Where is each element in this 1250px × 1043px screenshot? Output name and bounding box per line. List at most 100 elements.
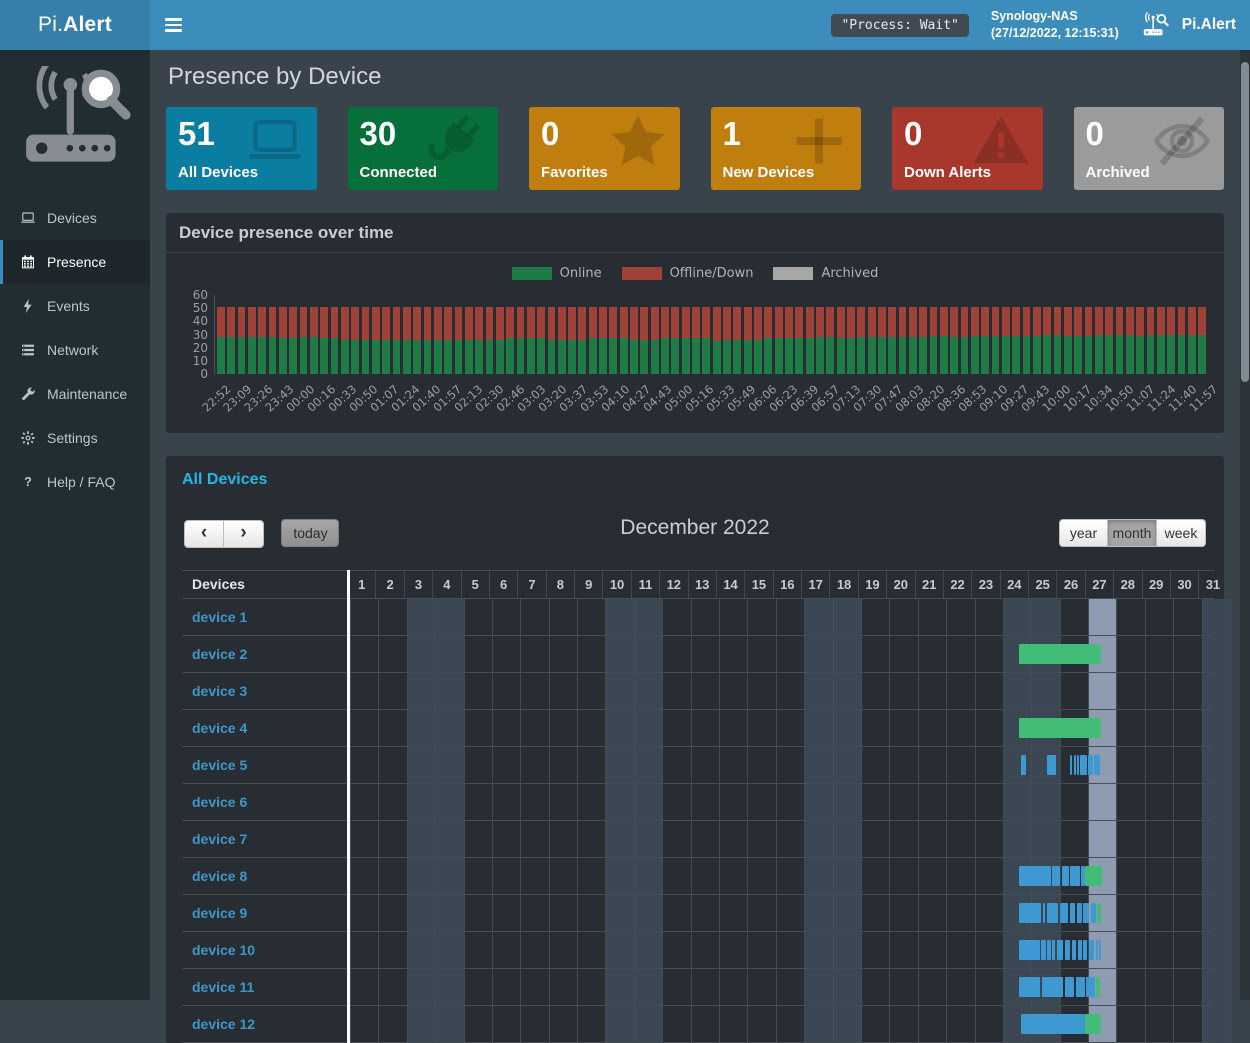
device-link[interactable]: device 2 — [192, 646, 247, 662]
presence-bar[interactable] — [1043, 903, 1046, 923]
day-header-24: 24 — [1000, 571, 1028, 598]
app-logo[interactable]: Pi.Alert — [0, 0, 150, 50]
presence-bar[interactable] — [1047, 903, 1058, 923]
device-presence-track — [347, 858, 1214, 894]
device-link[interactable]: device 3 — [192, 683, 247, 699]
device-link[interactable]: device 7 — [192, 831, 247, 847]
prev-button[interactable]: ‹ — [184, 520, 224, 548]
sidebar-item-settings[interactable]: Settings — [0, 416, 150, 460]
presence-bar[interactable] — [1019, 977, 1041, 997]
presence-bar-online-now[interactable] — [1019, 718, 1101, 738]
device-link[interactable]: device 1 — [192, 609, 247, 625]
sidebar-item-events[interactable]: Events — [0, 284, 150, 328]
presence-bar[interactable] — [1060, 903, 1069, 923]
presence-bar-online-now[interactable] — [1097, 903, 1101, 923]
stacked-bar — [754, 307, 762, 374]
presence-bar[interactable] — [1088, 755, 1093, 775]
presence-bar[interactable] — [1041, 940, 1046, 960]
device-link[interactable]: device 10 — [192, 942, 255, 958]
presence-bar[interactable] — [1062, 866, 1069, 886]
presence-bar[interactable] — [1091, 903, 1096, 923]
sidebar-item-help-faq[interactable]: ?Help / FAQ — [0, 460, 150, 504]
presence-bar[interactable] — [1074, 755, 1076, 775]
stacked-bar — [537, 307, 545, 374]
presence-bar[interactable] — [1070, 755, 1073, 775]
presence-bar-online-now[interactable] — [1085, 1014, 1100, 1034]
presence-bar-online-now[interactable] — [1096, 977, 1100, 997]
presence-bar[interactable] — [1078, 940, 1082, 960]
presence-bar[interactable] — [1047, 940, 1050, 960]
presence-bar[interactable] — [1019, 940, 1040, 960]
device-link[interactable]: device 4 — [192, 720, 247, 736]
stacked-bar — [940, 307, 948, 374]
presence-bar[interactable] — [1086, 977, 1095, 997]
y-axis-tick: 10 — [182, 356, 208, 366]
stacked-bar — [248, 307, 256, 374]
presence-bar-online-now[interactable] — [1085, 866, 1102, 886]
calendar-icon — [18, 254, 37, 270]
sidebar-item-presence[interactable]: Presence — [0, 240, 150, 284]
presence-bar[interactable] — [1057, 940, 1063, 960]
sidebar-item-network[interactable]: Network — [0, 328, 150, 372]
device-presence-track — [347, 636, 1214, 672]
sidebar-item-devices[interactable]: Devices — [0, 196, 150, 240]
sidebar-toggle-icon[interactable] — [150, 0, 196, 50]
presence-bar[interactable] — [1042, 977, 1063, 997]
presence-bar[interactable] — [1083, 903, 1090, 923]
device-link[interactable]: device 11 — [192, 979, 254, 995]
sidebar-item-maintenance[interactable]: Maintenance — [0, 372, 150, 416]
presence-bar[interactable] — [1096, 940, 1098, 960]
presence-bar-online-now[interactable] — [1019, 644, 1101, 664]
stacked-bar — [558, 307, 566, 374]
presence-bar[interactable] — [1047, 755, 1056, 775]
all-devices-panel: All Devices ‹ › today December 2022 year… — [166, 456, 1224, 1043]
presence-bar[interactable] — [1094, 755, 1100, 775]
stacked-bar — [269, 307, 277, 374]
device-link[interactable]: device 8 — [192, 868, 247, 884]
year-view-button[interactable]: year — [1059, 519, 1108, 547]
presence-bar[interactable] — [1077, 755, 1079, 775]
device-name-cell: device 10 — [182, 932, 347, 968]
page-scrollbar-track[interactable] — [1240, 50, 1250, 1000]
presence-bar[interactable] — [1089, 940, 1094, 960]
presence-bar[interactable] — [1099, 940, 1101, 960]
presence-bar[interactable] — [1080, 755, 1087, 775]
presence-bar[interactable] — [1065, 940, 1071, 960]
sidebar-item-label: Help / FAQ — [47, 474, 115, 490]
presence-bar[interactable] — [1072, 940, 1076, 960]
week-view-button[interactable]: week — [1157, 519, 1206, 547]
presence-bar[interactable] — [1076, 977, 1085, 997]
presence-bar[interactable] — [1021, 1014, 1085, 1034]
stacked-bar — [682, 307, 690, 374]
presence-bar[interactable] — [1065, 977, 1075, 997]
presence-bar[interactable] — [1052, 866, 1060, 886]
device-name-cell: device 5 — [182, 747, 347, 783]
today-button[interactable]: today — [281, 519, 339, 547]
presence-bar[interactable] — [1052, 940, 1055, 960]
page-scrollbar-thumb[interactable] — [1241, 62, 1249, 382]
device-link[interactable]: device 9 — [192, 905, 247, 921]
presence-bar[interactable] — [1070, 866, 1079, 886]
stacked-bar — [1136, 307, 1144, 374]
device-link[interactable]: device 5 — [192, 757, 247, 773]
device-link[interactable]: device 12 — [192, 1016, 255, 1032]
presence-bar[interactable] — [1019, 866, 1051, 886]
device-row: device 12 — [182, 1006, 1214, 1043]
device-link[interactable]: device 6 — [192, 794, 247, 810]
presence-bar[interactable] — [1083, 940, 1087, 960]
next-button[interactable]: › — [224, 520, 264, 548]
device-presence-track — [347, 747, 1214, 783]
presence-bar[interactable] — [1077, 903, 1082, 923]
presence-bar[interactable] — [1070, 903, 1076, 923]
month-view-button[interactable]: month — [1108, 519, 1157, 547]
presence-bar[interactable] — [1019, 903, 1042, 923]
presence-bar[interactable] — [1021, 755, 1027, 775]
